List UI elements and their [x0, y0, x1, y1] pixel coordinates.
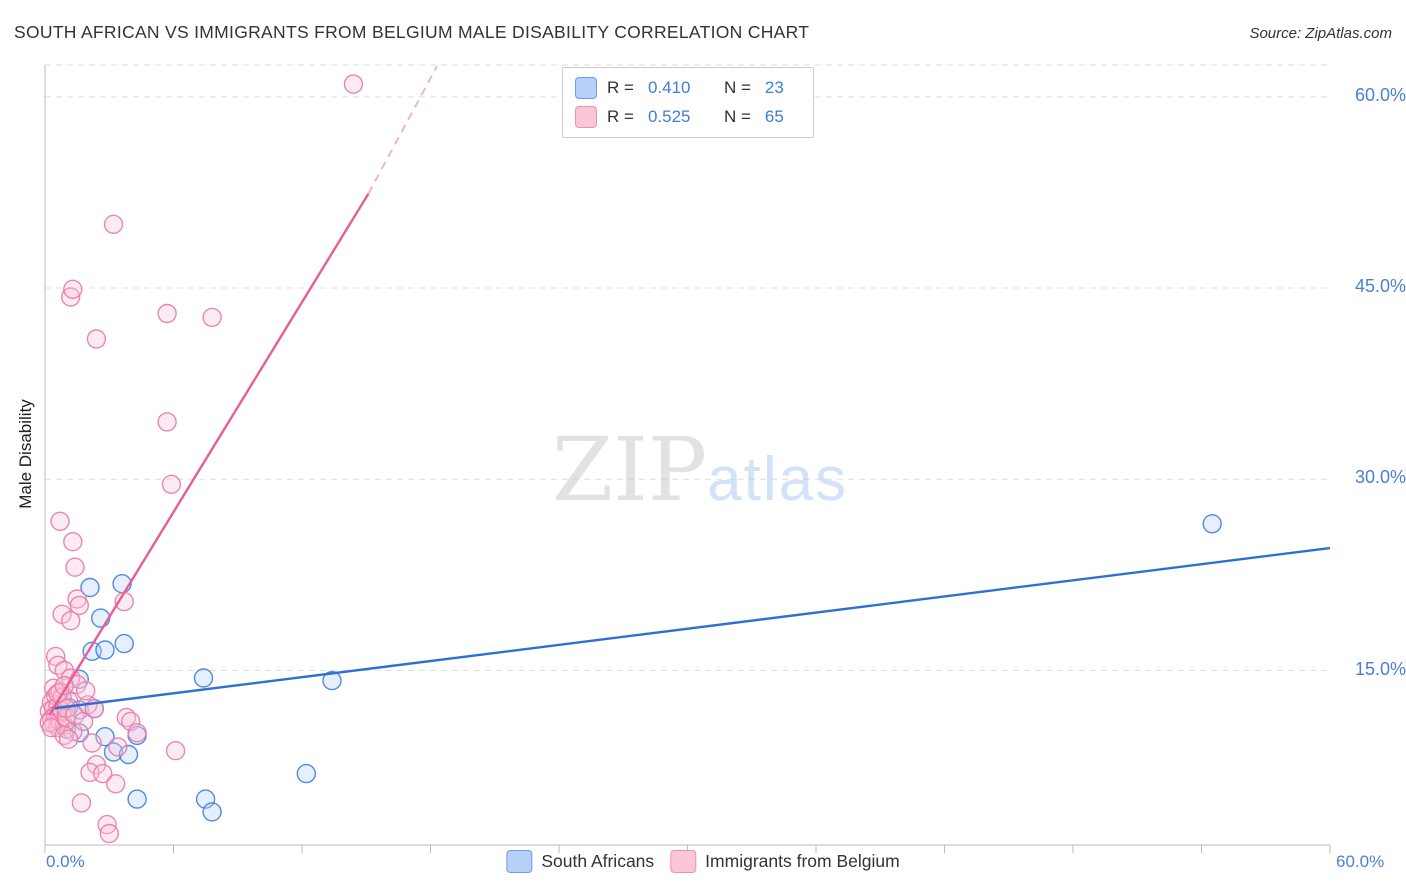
legend-item-south-africans: South Africans [506, 850, 654, 873]
scatter-point [157, 303, 177, 324]
scatter-point [105, 774, 126, 794]
scatter-point [103, 214, 124, 235]
scatter-point [343, 74, 364, 94]
scatter-point [157, 412, 177, 432]
scatter-point [54, 660, 75, 681]
scatter-point [93, 763, 113, 784]
y-tick-45: 45.0% [1354, 276, 1406, 296]
trend-line [48, 193, 370, 716]
scatter-point [60, 611, 81, 631]
legend-item-belgium: Immigrants from Belgium [670, 850, 900, 873]
scatter-point [90, 608, 111, 628]
legend-label: Immigrants from Belgium [705, 851, 900, 871]
scatter-point [99, 823, 120, 844]
scatter-point [60, 287, 81, 307]
scatter-point [48, 655, 68, 675]
chart-title: SOUTH AFRICAN VS IMMIGRANTS FROM BELGIUM… [14, 22, 810, 42]
y-tick-30: 30.0% [1354, 467, 1406, 487]
scatter-point [50, 511, 70, 531]
n-value: 65 [764, 107, 784, 126]
scatter-point [80, 577, 100, 598]
legend-label: South Africans [541, 851, 655, 871]
n-label: N = [723, 107, 751, 126]
x-tick-min: 0.0% [46, 852, 85, 871]
r-value: 0.525 [647, 107, 691, 126]
scatter-point [118, 744, 139, 765]
scatter-point [161, 474, 182, 494]
scatter-point [75, 681, 96, 701]
series-legend: South Africans Immigrants from Belgium [506, 850, 900, 873]
stats-legend: R = 0.410 N = 23 R = 0.525 N = 65 [562, 67, 814, 138]
n-label: N = [723, 78, 751, 97]
n-value: 23 [764, 78, 784, 97]
r-value: 0.410 [647, 78, 691, 97]
scatter-point [63, 532, 83, 552]
scatter-point [86, 329, 107, 349]
scatter-point [202, 802, 222, 822]
blue-swatch-icon [506, 850, 533, 873]
scatter-point [120, 711, 141, 732]
scatter-point [1202, 514, 1222, 534]
r-label: R = [607, 107, 634, 126]
scatter-point [58, 729, 79, 749]
scatter-point [108, 737, 128, 757]
scatter-point [127, 789, 147, 809]
stats-legend-row-south-africans: R = 0.410 N = 23 [575, 77, 801, 99]
scatter-point [65, 557, 85, 577]
scatter-point [95, 640, 115, 660]
scatter-point [71, 793, 92, 813]
scatter-point [127, 723, 147, 743]
pink-swatch-icon [575, 106, 597, 128]
scatter-point [69, 595, 90, 616]
source-attribution: Source: ZipAtlas.com [1249, 25, 1392, 42]
scatter-point [82, 733, 102, 753]
y-tick-15: 15.0% [1354, 659, 1406, 679]
scatter-point [63, 279, 83, 299]
stats-legend-row-belgium: R = 0.525 N = 65 [575, 106, 801, 128]
y-tick-60: 60.0% [1354, 85, 1406, 105]
scatter-point [114, 633, 134, 654]
blue-swatch-icon [575, 77, 597, 99]
trend-line-extension [367, 65, 438, 195]
trend-line [51, 546, 1331, 710]
scatter-point [193, 668, 214, 688]
scatter-point [296, 763, 316, 784]
scatter-point [202, 307, 222, 328]
pink-swatch-icon [670, 850, 697, 873]
scatter-point [322, 670, 342, 691]
scatter-point [165, 741, 186, 761]
r-label: R = [607, 78, 634, 97]
x-tick-max: 60.0% [1336, 852, 1385, 871]
